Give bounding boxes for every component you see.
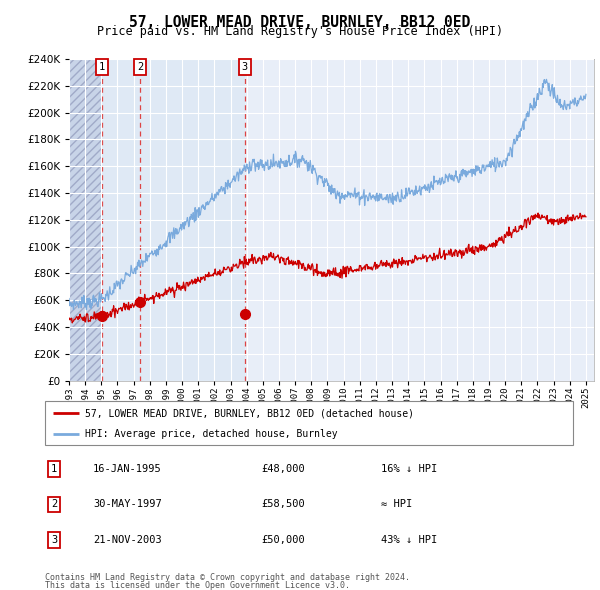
Text: 57, LOWER MEAD DRIVE, BURNLEY, BB12 0ED: 57, LOWER MEAD DRIVE, BURNLEY, BB12 0ED [130,15,470,30]
FancyBboxPatch shape [45,401,573,445]
Text: 1: 1 [51,464,57,474]
Text: 1: 1 [99,62,105,72]
Text: 2: 2 [51,500,57,509]
Text: £50,000: £50,000 [261,535,305,545]
Text: 3: 3 [242,62,248,72]
Text: £58,500: £58,500 [261,500,305,509]
Text: £48,000: £48,000 [261,464,305,474]
Text: 2: 2 [137,62,143,72]
Bar [69,59,102,381]
Text: ≈ HPI: ≈ HPI [381,500,412,509]
Text: 16-JAN-1995: 16-JAN-1995 [93,464,162,474]
Text: HPI: Average price, detached house, Burnley: HPI: Average price, detached house, Burn… [85,428,337,438]
Text: This data is licensed under the Open Government Licence v3.0.: This data is licensed under the Open Gov… [45,581,350,590]
Text: Price paid vs. HM Land Registry's House Price Index (HPI): Price paid vs. HM Land Registry's House … [97,25,503,38]
Text: 16% ↓ HPI: 16% ↓ HPI [381,464,437,474]
Text: 57, LOWER MEAD DRIVE, BURNLEY, BB12 0ED (detached house): 57, LOWER MEAD DRIVE, BURNLEY, BB12 0ED … [85,408,413,418]
Text: 43% ↓ HPI: 43% ↓ HPI [381,535,437,545]
Text: 3: 3 [51,535,57,545]
Text: Contains HM Land Registry data © Crown copyright and database right 2024.: Contains HM Land Registry data © Crown c… [45,572,410,582]
Text: 21-NOV-2003: 21-NOV-2003 [93,535,162,545]
Bar [102,59,245,381]
Text: 30-MAY-1997: 30-MAY-1997 [93,500,162,509]
